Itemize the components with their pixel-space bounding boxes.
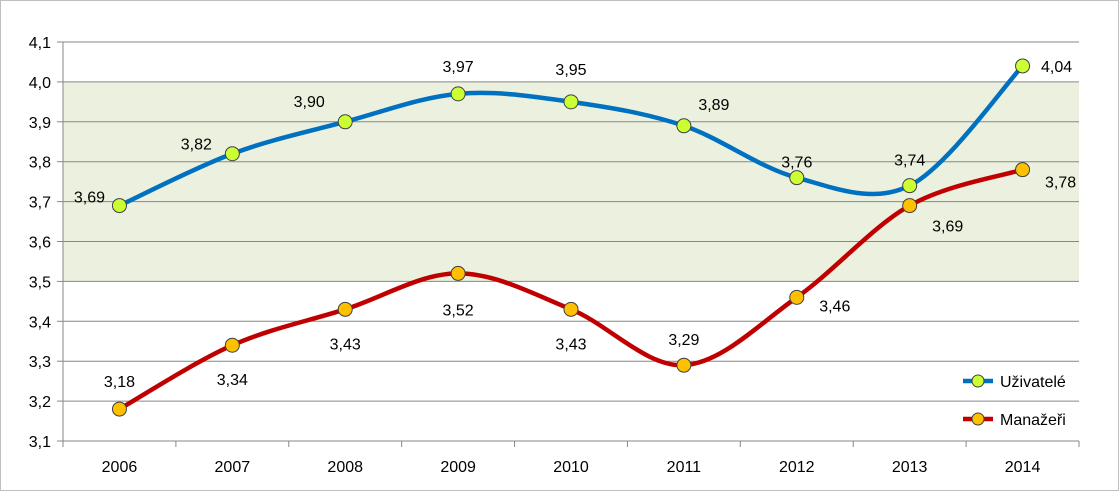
data-point bbox=[450, 265, 466, 281]
highlight-band bbox=[63, 81, 1079, 282]
y-tick-label: 3,1 bbox=[29, 434, 51, 451]
data-point bbox=[337, 114, 353, 130]
y-tick-label: 3,4 bbox=[29, 314, 51, 331]
y-tick-label: 3,8 bbox=[29, 155, 51, 172]
legend-marker-1 bbox=[971, 412, 985, 426]
x-tick-label: 2006 bbox=[102, 459, 138, 476]
data-point bbox=[902, 198, 918, 214]
data-label: 3,43 bbox=[555, 336, 586, 353]
data-label: 3,46 bbox=[819, 298, 850, 315]
y-tick-label: 3,9 bbox=[29, 115, 51, 132]
data-label: 3,29 bbox=[668, 332, 699, 349]
x-tick-label: 2008 bbox=[327, 459, 363, 476]
data-label: 3,78 bbox=[1045, 175, 1076, 192]
legend-marker-0 bbox=[971, 374, 985, 388]
data-point bbox=[1015, 58, 1031, 74]
data-point bbox=[563, 301, 579, 317]
x-tick-label: 2014 bbox=[1005, 459, 1041, 476]
data-label: 3,89 bbox=[698, 97, 729, 114]
legend-label-0: Uživatelé bbox=[1000, 374, 1066, 391]
data-label: 3,76 bbox=[781, 155, 812, 172]
y-tick-label: 4,1 bbox=[29, 35, 51, 52]
data-label: 3,18 bbox=[104, 374, 135, 391]
data-label: 3,69 bbox=[74, 190, 105, 207]
x-tick-label: 2009 bbox=[440, 459, 476, 476]
data-point bbox=[450, 86, 466, 102]
data-point bbox=[224, 146, 240, 162]
y-tick-label: 3,6 bbox=[29, 235, 51, 252]
data-label: 3,97 bbox=[443, 59, 474, 76]
y-tick-label: 3,3 bbox=[29, 354, 51, 371]
data-point bbox=[111, 401, 127, 417]
data-point bbox=[224, 337, 240, 353]
data-point bbox=[676, 357, 692, 373]
data-label: 3,69 bbox=[932, 219, 963, 236]
data-point bbox=[111, 198, 127, 214]
data-label: 3,52 bbox=[443, 302, 474, 319]
x-tick-label: 2010 bbox=[553, 459, 589, 476]
data-label: 3,82 bbox=[181, 137, 212, 154]
data-point bbox=[789, 170, 805, 186]
data-label: 3,90 bbox=[294, 94, 325, 111]
data-point bbox=[676, 118, 692, 134]
data-label: 4,04 bbox=[1041, 59, 1072, 76]
data-point bbox=[902, 178, 918, 194]
x-tick-label: 2011 bbox=[667, 459, 702, 476]
x-tick-label: 2012 bbox=[779, 459, 815, 476]
data-point bbox=[789, 289, 805, 305]
data-point bbox=[337, 301, 353, 317]
data-label: 3,43 bbox=[330, 336, 361, 353]
y-tick-label: 4,0 bbox=[29, 75, 51, 92]
y-tick-label: 3,7 bbox=[29, 195, 51, 212]
data-label: 3,95 bbox=[555, 62, 586, 79]
x-tick-label: 2007 bbox=[215, 459, 251, 476]
x-tick-label: 2013 bbox=[892, 459, 928, 476]
data-label: 3,74 bbox=[894, 153, 925, 170]
legend-label-1: Manažeři bbox=[1000, 412, 1066, 429]
data-point bbox=[563, 94, 579, 110]
data-label: 3,34 bbox=[217, 372, 248, 389]
data-point bbox=[1015, 162, 1031, 178]
y-tick-label: 3,5 bbox=[29, 274, 51, 291]
y-tick-label: 3,2 bbox=[29, 394, 51, 411]
